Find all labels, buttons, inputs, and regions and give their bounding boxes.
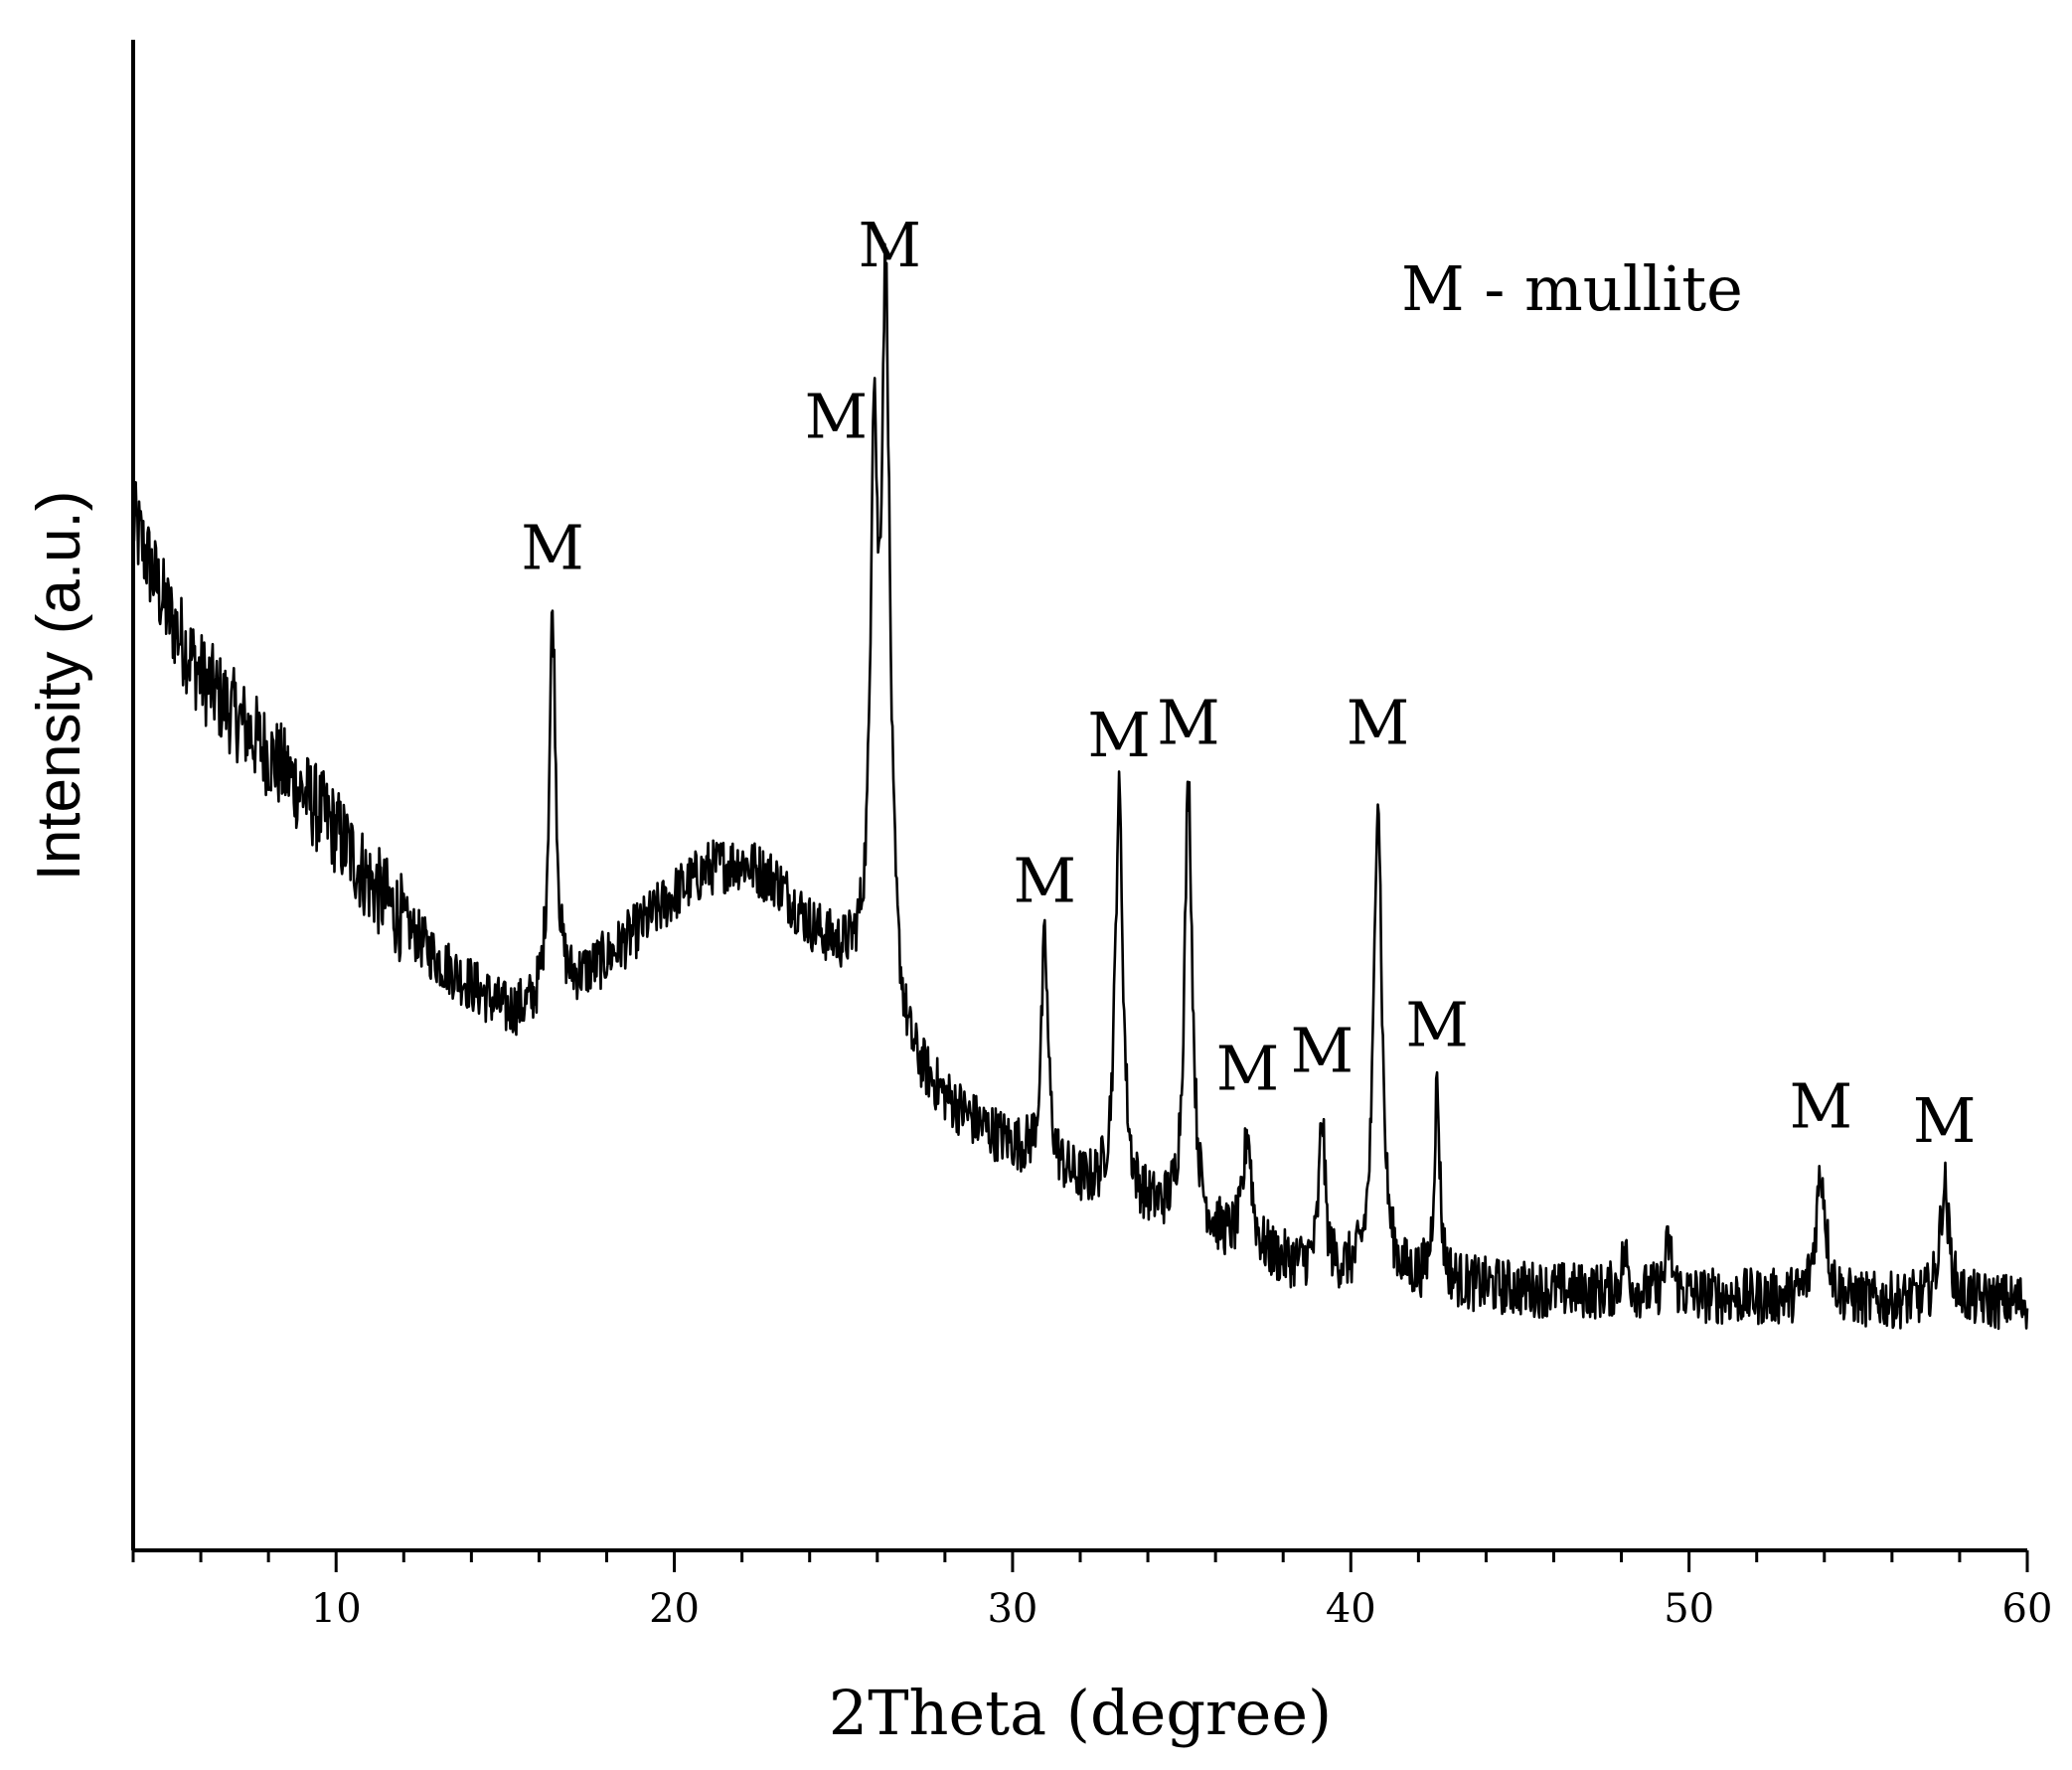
- peak-label: M: [1216, 1032, 1279, 1104]
- peak-label: M: [1790, 1069, 1852, 1142]
- peak-label: M: [1405, 989, 1468, 1061]
- peak-label: M: [859, 209, 921, 281]
- y-axis-title: Intensity (a.u.): [25, 491, 93, 882]
- peak-label: M: [1913, 1084, 1976, 1157]
- x-tick-label: 50: [1664, 1586, 1714, 1632]
- x-tick-label: 30: [987, 1586, 1037, 1632]
- peak-label: M: [805, 380, 868, 452]
- plot-area: [131, 242, 2029, 1331]
- peak-label: M: [1347, 687, 1409, 759]
- peak-label: M: [1157, 687, 1219, 759]
- legend-text: M - mullite: [1401, 252, 1743, 325]
- peak-label: M: [521, 511, 583, 583]
- peak-label: M: [1014, 844, 1076, 916]
- peak-label: M: [1291, 1014, 1354, 1086]
- xrd-pattern-line: [131, 242, 2029, 1331]
- x-axis-ticks: 10 20 30 40 50 60: [131, 1550, 2053, 1632]
- x-tick-label: 20: [649, 1586, 700, 1632]
- x-tick-label: 40: [1326, 1586, 1376, 1632]
- x-axis-title: 2Theta (degree): [829, 1677, 1332, 1749]
- peak-label: M: [1087, 699, 1150, 771]
- x-tick-label: 10: [311, 1586, 362, 1632]
- x-tick-label: 60: [2002, 1586, 2053, 1632]
